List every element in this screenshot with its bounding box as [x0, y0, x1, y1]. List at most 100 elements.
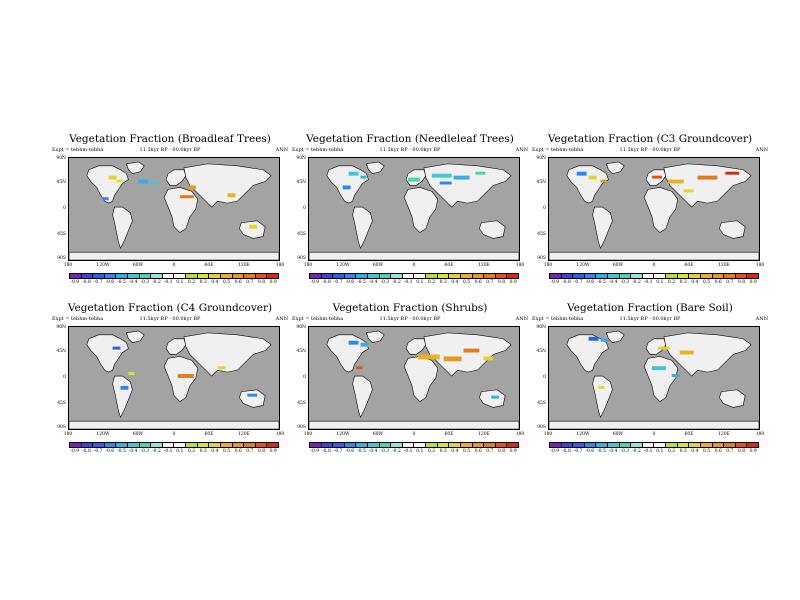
colorbar-label: -0.2 [632, 449, 641, 454]
colorbar-swatch [584, 443, 597, 447]
panel-title: Vegetation Fraction (Shrubs) [332, 302, 488, 314]
panel-4: Vegetation Fraction (C4 Groundcover) Expt… [50, 302, 290, 454]
x-tick-label: 120W [576, 432, 590, 437]
x-tick-label: 180 [755, 432, 765, 437]
colorbar-swatch [139, 274, 152, 278]
colorbar-label: -0.1 [403, 280, 413, 285]
subtitle-center: 11.5kyr BP - 00.0kyr BP [139, 316, 201, 322]
anomaly-cell [652, 175, 662, 179]
colorbar-label: -0.5 [357, 280, 366, 285]
colorbar-label: -0.3 [620, 449, 630, 454]
anomaly-cell [588, 175, 597, 180]
colorbar-label: 0.1 [656, 280, 664, 285]
x-tick-label: 60W [612, 263, 624, 268]
colorbar [549, 442, 759, 448]
colorbar-swatch [460, 274, 473, 278]
anomaly-cell [600, 179, 607, 183]
y-tick-label: 90N [296, 156, 306, 161]
colorbar-swatch [244, 274, 256, 278]
colorbar-label: 0.5 [462, 449, 471, 454]
x-tick-label: 60W [372, 432, 384, 437]
x-tick-label: 60W [372, 263, 384, 268]
land-mass [86, 165, 129, 204]
x-tick-label: 120E [478, 263, 490, 268]
colorbar-label: -0.9 [310, 449, 320, 454]
x-tick-label: 60E [684, 263, 694, 268]
colorbar-swatch [735, 274, 748, 278]
subtitle-left: Expt = tebhm-tebha [532, 316, 584, 322]
panel-title: Vegetation Fraction (Bare Soil) [567, 302, 733, 314]
anomaly-cell [463, 348, 480, 353]
colorbar-swatch [700, 274, 713, 278]
colorbar-swatch [186, 274, 198, 278]
colorbar-swatch [712, 443, 725, 447]
colorbar-label: -0.8 [562, 280, 571, 285]
y-tick-label: 45S [57, 232, 66, 237]
colorbar-label: 0.2 [667, 280, 676, 285]
colorbar-label: -0.2 [392, 449, 401, 454]
colorbar-label: 0.9 [749, 449, 757, 454]
y-tick-label: 45N [56, 349, 66, 354]
x-tick-label: 0 [412, 263, 416, 268]
land-mass [309, 251, 519, 260]
colorbar-label: 0.7 [246, 280, 254, 285]
colorbar-label: 0.7 [726, 449, 734, 454]
colorbar-label: -0.5 [597, 449, 606, 454]
colorbar-swatch [735, 443, 748, 447]
colorbar-swatch [460, 443, 473, 447]
land-mass [719, 389, 746, 408]
land-mass [309, 420, 519, 429]
colorbar-label: 0.9 [269, 280, 277, 285]
land-mass [403, 356, 439, 402]
colorbar-swatch [310, 274, 322, 278]
land-mass [165, 169, 187, 186]
x-tick-label: 120W [576, 263, 590, 268]
land-mass [719, 220, 746, 239]
anomaly-cell [356, 366, 363, 370]
colorbar-label: 0.1 [416, 280, 424, 285]
map-svg [69, 161, 279, 260]
colorbar-swatch [654, 443, 667, 447]
x-tick-label: 180 [63, 432, 73, 437]
colorbar-swatch [495, 274, 508, 278]
colorbar-swatch [116, 274, 129, 278]
anomaly-cell [249, 224, 258, 229]
subtitle-left: Expt = tebhm-tebha [532, 147, 584, 153]
colorbar-swatch [414, 443, 427, 447]
land-mass [239, 389, 266, 408]
colorbar-swatch [333, 274, 345, 278]
anomaly-cell [417, 354, 440, 360]
colorbar-swatch [449, 443, 461, 447]
colorbar-swatch [220, 274, 233, 278]
subtitle-center: 11.5kyr BP - 00.0kyr BP [139, 147, 201, 153]
colorbar-label: -0.6 [105, 280, 115, 285]
map-plot [548, 326, 760, 430]
x-tick-label: 120E [238, 263, 250, 268]
colorbar-swatch [368, 443, 380, 447]
y-tick-label: 45S [537, 232, 546, 237]
colorbar-swatch [507, 443, 518, 447]
colorbar-label: -0.8 [322, 449, 331, 454]
y-tick-label: 90N [56, 156, 66, 161]
colorbar-swatch [267, 274, 278, 278]
colorbar-swatch [116, 443, 129, 447]
colorbar-label: 0.2 [667, 449, 676, 454]
x-tick-label: 120E [478, 432, 490, 437]
panel-2: Vegetation Fraction (Needleleaf Trees) Ex… [290, 133, 530, 285]
anomaly-cell [725, 171, 740, 175]
colorbar-label: 0.9 [509, 449, 517, 454]
colorbar-swatch [596, 443, 609, 447]
colorbar-swatch [402, 274, 415, 278]
land-mass [592, 206, 613, 249]
colorbar-swatch [484, 443, 496, 447]
colorbar-label: 0.6 [714, 449, 722, 454]
colorbar-label: 0.3 [439, 449, 447, 454]
colorbar-swatch [561, 443, 574, 447]
x-tick-label: 60W [612, 432, 624, 437]
colorbar-label: 0.2 [427, 449, 436, 454]
colorbar-label: -0.5 [117, 280, 126, 285]
colorbar-swatch [333, 443, 345, 447]
colorbar-swatch [162, 443, 175, 447]
colorbar-label: 0.1 [176, 280, 184, 285]
anomaly-cell [342, 185, 351, 190]
